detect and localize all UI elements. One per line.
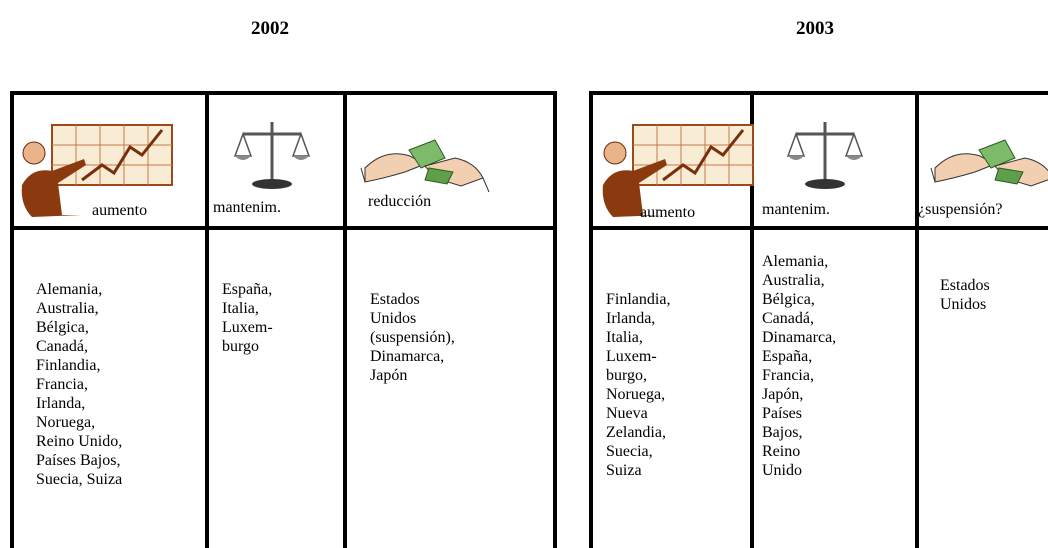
cell-line: Reino bbox=[762, 443, 801, 460]
header-label: mantenim. bbox=[213, 199, 281, 216]
money-icon bbox=[930, 139, 1048, 193]
cell-line: Nueva bbox=[606, 405, 648, 422]
cell-line: Estados bbox=[940, 277, 990, 294]
cell-line: Francia, bbox=[36, 376, 88, 393]
year-title: 2002 bbox=[251, 18, 289, 39]
cell-line: Reino Unido, bbox=[36, 433, 123, 450]
header-label: ¿suspensión? bbox=[918, 201, 1003, 218]
balance-icon bbox=[233, 120, 311, 191]
cell-line: Bajos, bbox=[762, 424, 803, 441]
cell-line: Noruega, bbox=[36, 414, 96, 431]
cell-line: Países Bajos, bbox=[36, 452, 121, 469]
year-title: 2003 bbox=[796, 18, 834, 39]
cell-line: Países bbox=[762, 405, 802, 422]
header-label: aumento bbox=[640, 204, 696, 221]
cell-line: Estados bbox=[370, 291, 420, 308]
cell-line: Australia, bbox=[762, 272, 825, 289]
cell-line: Finlandia, bbox=[606, 291, 671, 308]
cell-line: Alemania, bbox=[36, 281, 103, 298]
cell-line: Japón bbox=[370, 367, 408, 384]
cell-line: Irlanda, bbox=[606, 310, 656, 327]
cell-line: Australia, bbox=[36, 300, 99, 317]
cell-line: Alemania, bbox=[762, 253, 829, 270]
cell-line: Luxem- bbox=[606, 348, 657, 365]
cell-line: (suspensión), bbox=[370, 329, 455, 346]
cell-line: Finlandia, bbox=[36, 357, 101, 374]
cell-line: Dinamarca, bbox=[370, 348, 445, 365]
header-label: mantenim. bbox=[762, 201, 830, 218]
cell-line: Unido bbox=[762, 462, 802, 479]
cell-line: Unidos bbox=[370, 310, 417, 327]
cell-line: Bélgica, bbox=[762, 291, 815, 308]
cell-line: Luxem- bbox=[222, 319, 273, 336]
cell-line: Italia, bbox=[606, 329, 643, 346]
cell-line: Italia, bbox=[222, 300, 259, 317]
cell-line: Suecia, Suiza bbox=[36, 471, 123, 488]
cell-line: Suiza bbox=[606, 462, 642, 479]
cell-line: Unidos bbox=[940, 296, 987, 313]
table-border bbox=[10, 91, 1048, 548]
cell-line: España, bbox=[222, 281, 273, 298]
cell-line: Canadá, bbox=[36, 338, 88, 355]
cell-line: Irlanda, bbox=[36, 395, 86, 412]
cell-line: burgo bbox=[222, 338, 260, 355]
cell-line: España, bbox=[762, 348, 813, 365]
cell-line: Noruega, bbox=[606, 386, 666, 403]
cell-line: Suecia, bbox=[606, 443, 653, 460]
cell-line: Canadá, bbox=[762, 310, 814, 327]
money-icon bbox=[360, 139, 490, 193]
cell-line: Dinamarca, bbox=[762, 329, 837, 346]
cell-line: Francia, bbox=[762, 367, 814, 384]
header-label: reducción bbox=[368, 193, 432, 210]
cell-line: Japón, bbox=[762, 386, 804, 403]
cell-line: Bélgica, bbox=[36, 319, 89, 336]
header-label: aumento bbox=[92, 202, 148, 219]
balance-icon bbox=[786, 120, 864, 191]
cell-line: Zelandia, bbox=[606, 424, 666, 441]
cell-line: burgo, bbox=[606, 367, 648, 384]
